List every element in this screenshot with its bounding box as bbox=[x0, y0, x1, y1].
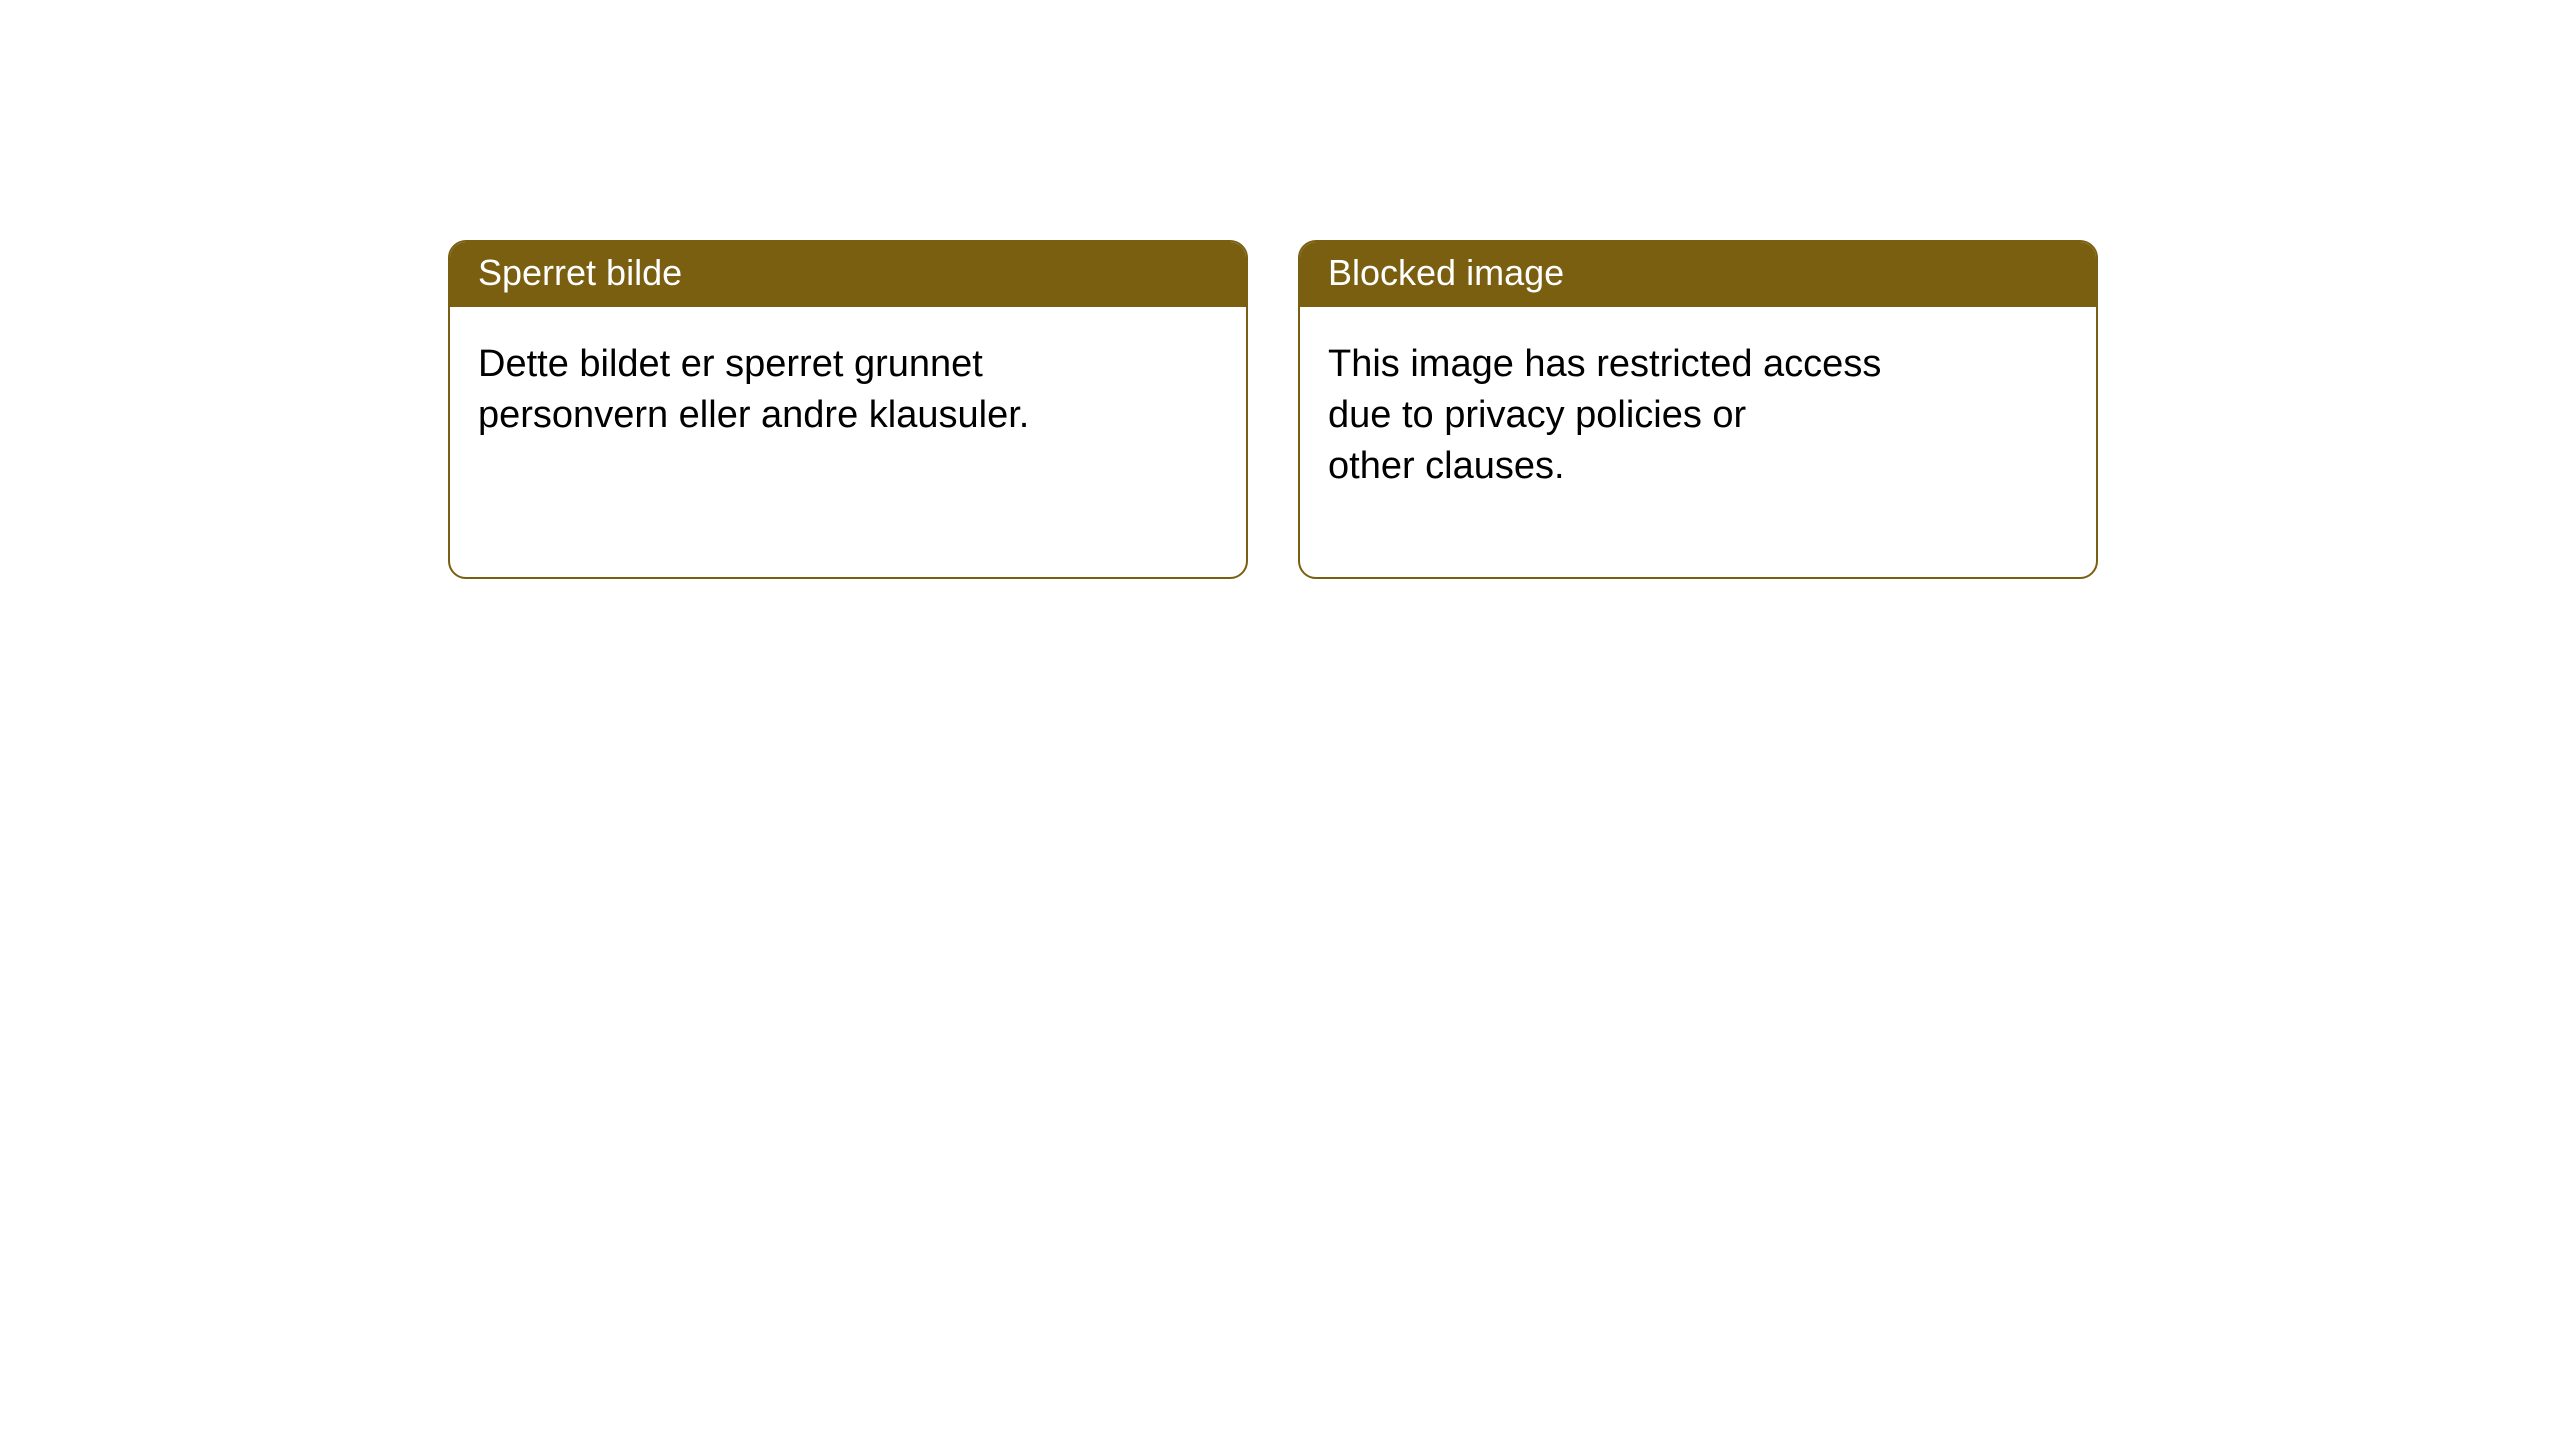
notice-body-no: Dette bildet er sperret grunnet personve… bbox=[450, 307, 1246, 526]
notice-header-no: Sperret bilde bbox=[450, 242, 1246, 307]
notice-container: Sperret bilde Dette bildet er sperret gr… bbox=[0, 0, 2560, 579]
notice-card-no: Sperret bilde Dette bildet er sperret gr… bbox=[448, 240, 1248, 579]
notice-card-en: Blocked image This image has restricted … bbox=[1298, 240, 2098, 579]
notice-body-en: This image has restricted access due to … bbox=[1300, 307, 2096, 577]
notice-header-en: Blocked image bbox=[1300, 242, 2096, 307]
